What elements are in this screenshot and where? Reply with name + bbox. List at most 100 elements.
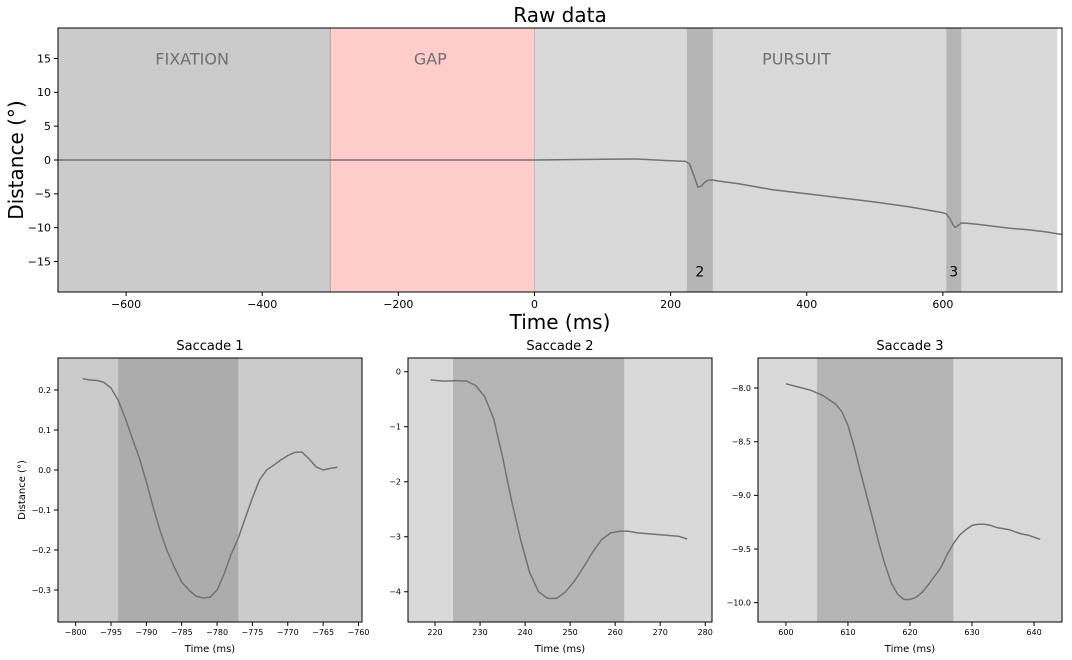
x-tick-label: 640: [1026, 628, 1041, 637]
y-tick-label: −10.0: [726, 598, 751, 607]
y-tick-label: −5: [35, 188, 51, 201]
x-tick-label: 250: [562, 628, 577, 637]
x-tick-label: 240: [517, 628, 532, 637]
x-axis-ticks: 600 610 620 630 640: [778, 622, 1042, 637]
raw-trace: [58, 158, 1063, 236]
chart-title: Raw data: [513, 3, 606, 27]
saccade-3-chart: 600 610 620 630 640 −10.0 −9.5 −9.0 −8.5 −8.0 Sa…: [726, 339, 1063, 655]
x-tick-label: −765: [312, 628, 334, 637]
y-tick-label: 0.0: [38, 466, 51, 475]
saccade-band: [453, 358, 625, 622]
y-axis-ticks: −10.0 −9.5 −9.0 −8.5 −8.0: [726, 384, 758, 607]
x-tick-label: −760: [347, 628, 369, 637]
y-tick-label: −1: [389, 423, 401, 432]
saccade-band: [118, 358, 239, 622]
y-tick-label: −2: [389, 478, 401, 487]
y-axis-ticks: −4 −3 −2 −1 0: [389, 368, 408, 597]
saccade-band-2: [686, 28, 713, 292]
y-tick-label: −8.5: [732, 438, 751, 447]
saccade-3-series: [785, 383, 1041, 601]
phase-label-gap: GAP: [414, 49, 447, 68]
x-tick-label: −785: [171, 628, 193, 637]
x-tick-label: 630: [964, 628, 979, 637]
saccade-1-chart: −800 −795 −790 −785 −780 −775 −770 −765 −760 −0.…: [17, 339, 369, 655]
x-tick-label: 400: [796, 298, 817, 311]
y-tick-label: −9.5: [732, 545, 751, 554]
x-axis-label: Time (ms): [509, 310, 611, 334]
y-tick-label: −4: [389, 588, 401, 597]
subplot-title: Saccade 1: [176, 339, 243, 354]
x-tick-label: −775: [241, 628, 263, 637]
x-tick-label: −770: [277, 628, 299, 637]
x-tick-label: 600: [932, 298, 953, 311]
x-tick-label: 0: [531, 298, 538, 311]
x-tick-label: 260: [608, 628, 623, 637]
y-axis-ticks: −15 −10 −5 0 5 10 15: [28, 52, 58, 268]
y-tick-label: 0: [44, 154, 51, 167]
y-tick-label: 5: [44, 120, 51, 133]
y-tick-label: −0.2: [32, 546, 51, 555]
subplot-title: Saccade 2: [526, 339, 593, 354]
phase-labels: FIXATION GAP PURSUIT: [155, 49, 831, 68]
subplot-title: Saccade 3: [876, 339, 943, 354]
x-tick-label: 200: [660, 298, 681, 311]
x-tick-label: 600: [778, 628, 793, 637]
x-tick-label: 280: [698, 628, 713, 637]
x-tick-label: 620: [902, 628, 917, 637]
saccade-window-band: [816, 358, 954, 622]
phase-pursuit: [534, 28, 1058, 292]
saccade-trace: [430, 379, 688, 600]
y-tick-label: 0.2: [38, 386, 51, 395]
y-tick-label: 0: [396, 368, 401, 377]
y-tick-label: −9.0: [732, 491, 751, 500]
x-tick-label: −400: [247, 298, 277, 311]
x-tick-label: −780: [206, 628, 228, 637]
saccade-number-2: 2: [695, 265, 704, 281]
saccade-band: [816, 358, 954, 622]
x-axis-ticks: −800 −795 −790 −785 −780 −775 −770 −765 −760: [65, 622, 369, 637]
saccade-trace: [82, 378, 338, 599]
x-tick-label: −790: [135, 628, 157, 637]
saccade-window-band: [118, 358, 239, 622]
y-tick-label: 15: [37, 52, 51, 65]
y-tick-label: −3: [389, 533, 401, 542]
x-tick-label: −600: [111, 298, 141, 311]
x-tick-label: −795: [100, 628, 122, 637]
saccade-trace: [785, 383, 1041, 601]
x-axis-label: Time (ms): [534, 644, 586, 655]
x-tick-label: 610: [840, 628, 855, 637]
raw-series: [58, 158, 1063, 236]
x-axis-ticks: −600 −400 −200 0 200 400 600: [111, 292, 953, 311]
plot-frame: [57, 357, 363, 623]
y-tick-label: −0.1: [32, 506, 51, 515]
x-tick-label: 270: [653, 628, 668, 637]
saccade-2-series: [430, 379, 688, 600]
y-tick-label: −8.0: [732, 384, 751, 393]
saccade-1-series: [82, 378, 338, 599]
saccade-number-3: 3: [949, 265, 958, 281]
saccade-window-band: [453, 358, 625, 622]
y-axis-label: Distance (°): [17, 460, 28, 520]
x-axis-label: Time (ms): [884, 644, 936, 655]
x-axis-ticks: 220 230 240 250 260 270 280: [427, 622, 713, 637]
x-tick-label: −200: [383, 298, 413, 311]
phase-label-fixation: FIXATION: [155, 49, 229, 68]
y-axis-label: Distance (°): [4, 100, 28, 219]
y-axis-ticks: −0.3 −0.2 −0.1 0.0 0.1 0.2: [32, 386, 58, 595]
y-tick-label: −15: [28, 255, 51, 268]
x-tick-label: 230: [472, 628, 487, 637]
y-tick-label: −10: [28, 222, 51, 235]
y-tick-label: −0.3: [32, 586, 51, 595]
plot-frame: [407, 357, 713, 623]
phase-label-pursuit: PURSUIT: [762, 49, 831, 68]
y-tick-label: 10: [37, 86, 51, 99]
saccade-band-3: [946, 28, 962, 292]
y-tick-label: 0.1: [38, 426, 51, 435]
saccade-2-chart: 220 230 240 250 260 270 280 −4 −3 −2 −1 0 Saccade …: [389, 339, 713, 655]
x-tick-label: 220: [427, 628, 442, 637]
x-axis-label: Time (ms): [184, 644, 236, 655]
x-tick-label: −800: [65, 628, 87, 637]
